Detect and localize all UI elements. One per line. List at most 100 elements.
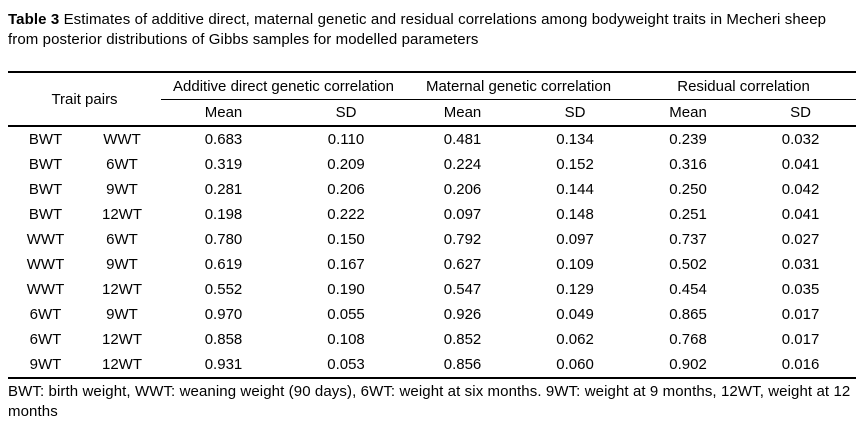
value-cell: 0.865 xyxy=(669,306,707,323)
table-row: 6WT 9WT 0.970 0.055 0.926 0.049 0.865 0.… xyxy=(8,302,856,327)
value-cell: 0.502 xyxy=(669,256,707,273)
trait-cell: 12WT xyxy=(101,206,142,223)
trait-cell: 12WT xyxy=(101,331,142,348)
header-sd-residual: SD xyxy=(745,99,857,127)
value-cell: 0.552 xyxy=(204,281,243,298)
value-cell: 0.856 xyxy=(406,352,520,379)
table-row: BWT 6WT 0.319 0.209 0.224 0.152 0.316 0.… xyxy=(8,152,856,177)
trait-cell: 9WT xyxy=(106,181,138,198)
value-cell: 0.737 xyxy=(669,231,707,248)
value-cell: 0.144 xyxy=(556,181,594,198)
table-row: BWT WWT 0.683 0.110 0.481 0.134 0.239 0.… xyxy=(8,126,856,152)
value-cell: 0.206 xyxy=(443,181,482,198)
header-mean-maternal: Mean xyxy=(406,99,520,127)
value-cell: 0.053 xyxy=(286,352,407,379)
value-cell: 0.852 xyxy=(443,331,482,348)
trait-cell: 9WT xyxy=(106,306,138,323)
trait-cell: BWT xyxy=(28,131,63,148)
header-mean-residual: Mean xyxy=(631,99,746,127)
value-cell: 0.931 xyxy=(161,352,286,379)
table-row: 9WT 12WT 0.931 0.053 0.856 0.060 0.902 0… xyxy=(8,352,857,379)
trait-cell: 9WT xyxy=(106,256,138,273)
value-cell: 0.016 xyxy=(745,352,857,379)
value-cell: 0.239 xyxy=(669,131,707,148)
value-cell: 0.250 xyxy=(669,181,707,198)
table-row: 6WT 12WT 0.858 0.108 0.852 0.062 0.768 0… xyxy=(8,327,856,352)
value-cell: 0.109 xyxy=(556,256,594,273)
value-cell: 0.097 xyxy=(556,231,594,248)
trait-cell: 6WT xyxy=(106,231,138,248)
table-caption-label: Table 3 xyxy=(8,11,60,28)
trait-cell: 6WT xyxy=(106,156,138,173)
value-cell: 0.049 xyxy=(556,306,594,323)
value-cell: 0.780 xyxy=(204,231,243,248)
value-cell: 0.251 xyxy=(669,206,707,223)
value-cell: 0.209 xyxy=(327,156,365,173)
table-row: WWT 9WT 0.619 0.167 0.627 0.109 0.502 0.… xyxy=(8,252,856,277)
value-cell: 0.190 xyxy=(327,281,365,298)
value-cell: 0.902 xyxy=(631,352,746,379)
header-subhead-row: Mean SD Mean SD Mean SD xyxy=(8,99,857,127)
table-footnote: BWT: birth weight, WWT: weaning weight (… xyxy=(8,383,851,420)
value-cell: 0.319 xyxy=(204,156,243,173)
value-cell: 0.198 xyxy=(204,206,243,223)
trait-cell: WWT xyxy=(103,131,141,148)
trait-cell: 6WT xyxy=(29,331,62,348)
value-cell: 0.792 xyxy=(443,231,482,248)
value-cell: 0.619 xyxy=(204,256,243,273)
trait-cell: 6WT xyxy=(29,306,62,323)
value-cell: 0.134 xyxy=(556,131,594,148)
value-cell: 0.627 xyxy=(443,256,482,273)
correlations-table: Trait pairs Additive direct genetic corr… xyxy=(8,71,857,379)
value-cell: 0.481 xyxy=(443,131,482,148)
value-cell: 0.148 xyxy=(556,206,594,223)
value-cell: 0.017 xyxy=(781,331,820,348)
trait-cell: BWT xyxy=(28,156,63,173)
value-cell: 0.042 xyxy=(781,181,820,198)
trait-cell: WWT xyxy=(26,256,65,273)
value-cell: 0.224 xyxy=(443,156,482,173)
table-row: BWT 9WT 0.281 0.206 0.206 0.144 0.250 0.… xyxy=(8,177,856,202)
value-cell: 0.055 xyxy=(327,306,365,323)
value-cell: 0.150 xyxy=(327,231,365,248)
value-cell: 0.110 xyxy=(327,131,365,148)
value-cell: 0.017 xyxy=(781,306,820,323)
value-cell: 0.060 xyxy=(519,352,632,379)
value-cell: 0.926 xyxy=(443,306,482,323)
value-cell: 0.167 xyxy=(327,256,365,273)
value-cell: 0.129 xyxy=(556,281,594,298)
header-group-residual: Residual correlation xyxy=(631,72,857,100)
value-cell: 0.222 xyxy=(327,206,365,223)
value-cell: 0.683 xyxy=(204,131,243,148)
value-cell: 0.970 xyxy=(204,306,243,323)
value-cell: 0.027 xyxy=(781,231,820,248)
trait-cell: WWT xyxy=(26,281,65,298)
value-cell: 0.316 xyxy=(669,156,707,173)
value-cell: 0.858 xyxy=(204,331,243,348)
value-cell: 0.097 xyxy=(443,206,482,223)
value-cell: 0.152 xyxy=(556,156,594,173)
value-cell: 0.454 xyxy=(669,281,707,298)
header-group-maternal: Maternal genetic correlation xyxy=(406,72,632,100)
table-row: WWT 12WT 0.552 0.190 0.547 0.129 0.454 0… xyxy=(8,277,856,302)
value-cell: 0.062 xyxy=(556,331,594,348)
header-mean-additive: Mean xyxy=(161,99,286,127)
table-caption-text: Estimates of additive direct, maternal g… xyxy=(8,11,827,48)
value-cell: 0.041 xyxy=(781,156,820,173)
value-cell: 0.032 xyxy=(781,131,820,148)
value-cell: 0.031 xyxy=(781,256,820,273)
header-group-row: Trait pairs Additive direct genetic corr… xyxy=(8,72,857,127)
trait-cell: 12WT xyxy=(101,281,142,298)
value-cell: 0.206 xyxy=(327,181,365,198)
trait-cell: 12WT xyxy=(83,352,161,379)
value-cell: 0.035 xyxy=(781,281,820,298)
value-cell: 0.108 xyxy=(327,331,365,348)
value-cell: 0.041 xyxy=(781,206,820,223)
table-row: BWT 12WT 0.198 0.222 0.097 0.148 0.251 0… xyxy=(8,202,856,227)
value-cell: 0.768 xyxy=(669,331,707,348)
value-cell: 0.281 xyxy=(204,181,243,198)
header-sd-maternal: SD xyxy=(519,99,632,127)
table-caption: Table 3 Estimates of additive direct, ma… xyxy=(8,10,854,50)
value-cell: 0.547 xyxy=(443,281,482,298)
